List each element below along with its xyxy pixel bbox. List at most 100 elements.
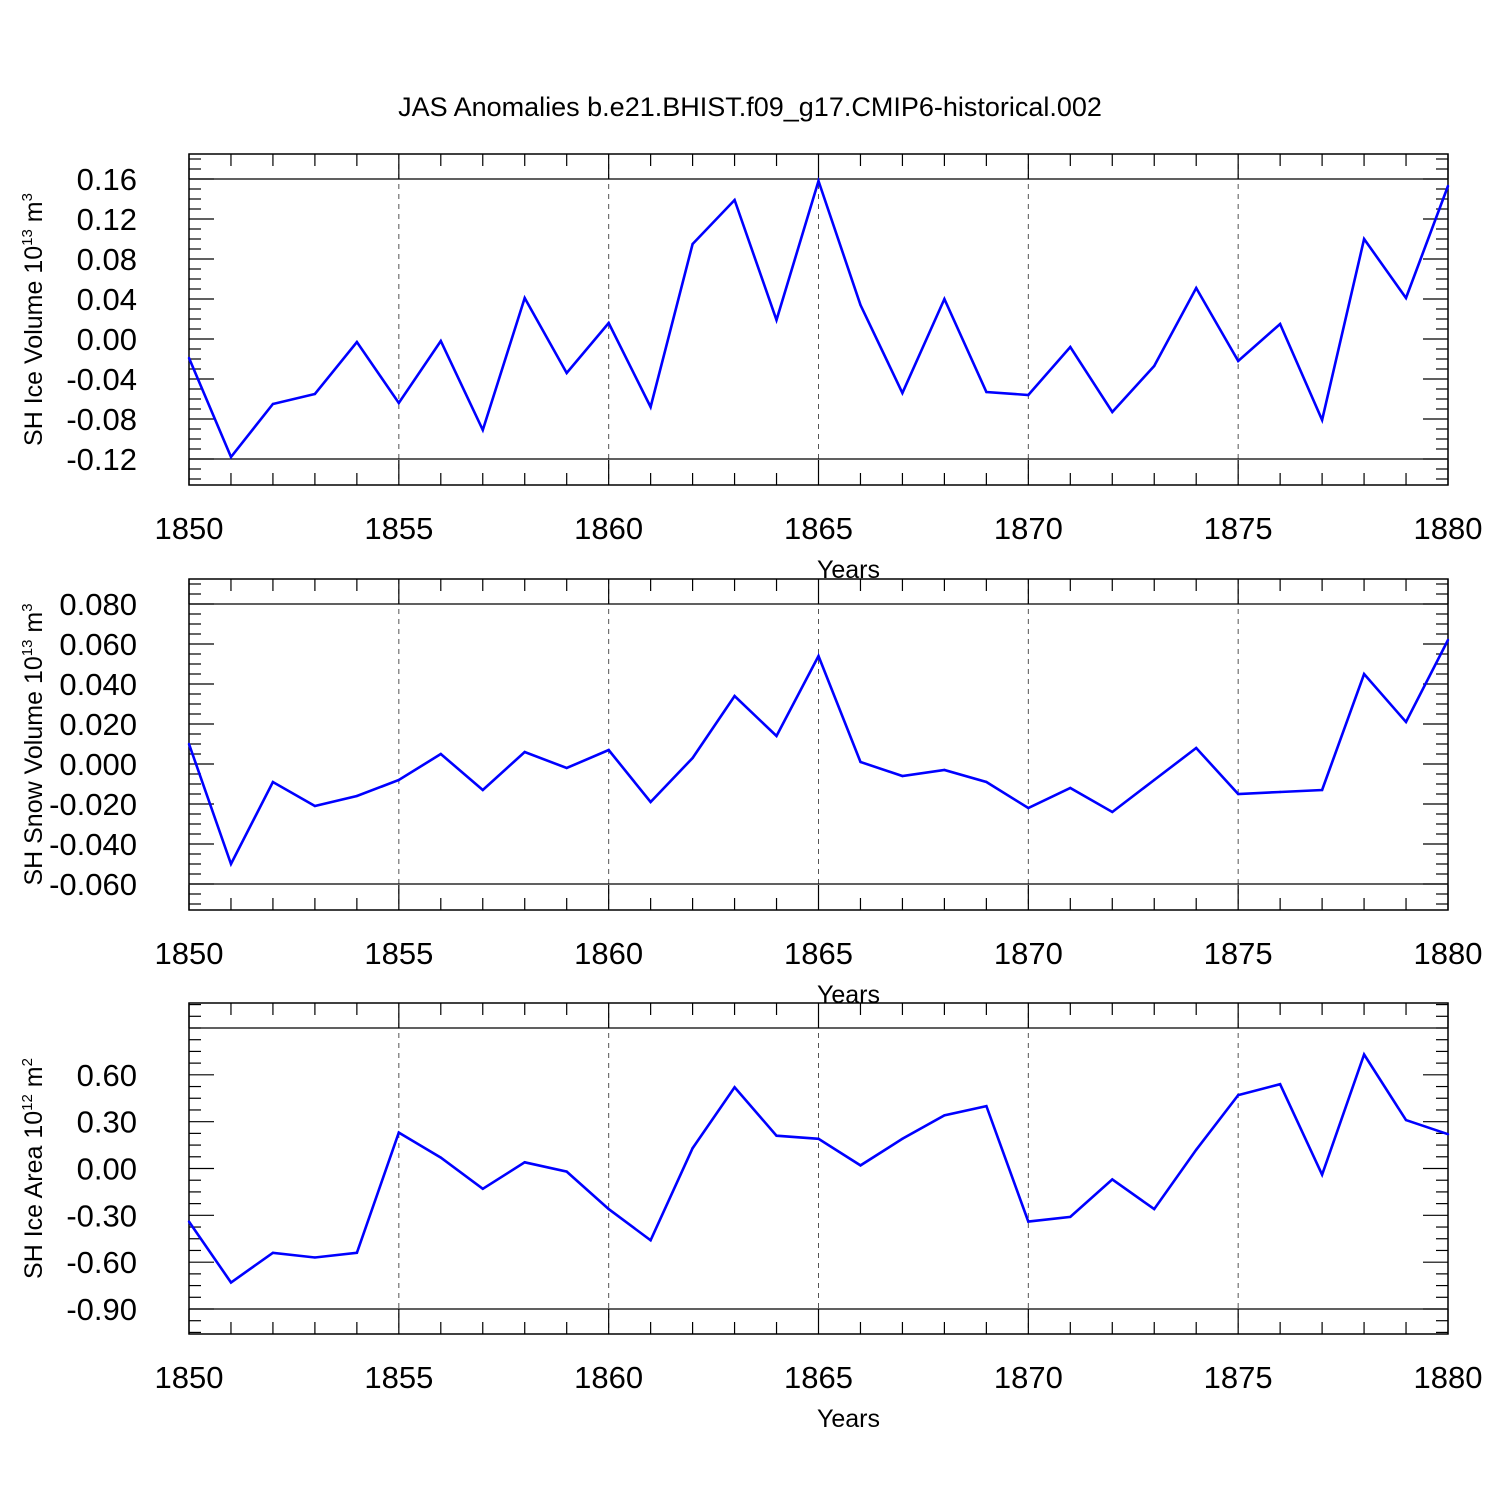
- y-tick-label: 0.060: [59, 627, 137, 662]
- data-point: [523, 750, 526, 754]
- data-point: [1236, 359, 1240, 363]
- data-point: [775, 1134, 778, 1137]
- x-axis-label: Years: [817, 1405, 880, 1433]
- data-point: [817, 179, 820, 183]
- data-point: [1069, 345, 1072, 349]
- y-axis-label-exponent: 12: [19, 1094, 36, 1111]
- data-point: [1446, 184, 1450, 188]
- data-point: [607, 1207, 610, 1211]
- y-axis-label-unit: m: [20, 201, 48, 229]
- data-point: [271, 780, 275, 784]
- data-point: [1404, 720, 1408, 724]
- data-point: [229, 455, 233, 459]
- data-point: [565, 371, 568, 375]
- x-tick-label: 1855: [364, 936, 433, 971]
- y-tick-label: 0.08: [77, 242, 137, 277]
- data-point: [1362, 237, 1366, 241]
- data-point: [229, 1281, 233, 1284]
- data-point: [1404, 1118, 1408, 1122]
- y-tick-label: -0.60: [66, 1245, 137, 1280]
- x-tick-label: 1870: [994, 936, 1063, 971]
- data-point: [607, 748, 610, 752]
- data-point: [1153, 364, 1156, 368]
- data-point: [1362, 1053, 1366, 1056]
- x-tick-label: 1860: [574, 511, 643, 546]
- data-point: [481, 1187, 484, 1190]
- x-tick-label: 1865: [784, 1360, 853, 1395]
- x-tick-label: 1850: [155, 936, 224, 971]
- y-tick-label: 0.30: [77, 1105, 137, 1140]
- data-point: [1278, 790, 1282, 794]
- x-axis-label: Years: [817, 981, 880, 1009]
- x-tick-label: 1870: [994, 511, 1063, 546]
- data-point: [649, 800, 652, 804]
- data-point: [859, 1164, 862, 1167]
- y-tick-label: -0.020: [49, 787, 137, 822]
- data-point: [1195, 286, 1198, 290]
- data-point: [691, 242, 694, 246]
- y-tick-label: -0.30: [66, 1198, 137, 1233]
- panel-1: -0.12 -0.08 -0.04 0.00 0.04 0.08 0.12 0.16 1850 1…: [19, 153, 1483, 584]
- data-point: [565, 766, 568, 770]
- data-point: [187, 356, 191, 360]
- data-point: [187, 742, 191, 746]
- y-tick-label: -0.08: [66, 402, 137, 437]
- data-point: [1195, 746, 1198, 750]
- x-tick-label: 1865: [784, 511, 853, 546]
- y-tick-label: 0.00: [77, 1152, 137, 1187]
- x-tick-label: 1880: [1414, 511, 1483, 546]
- y-axis-label-text: SH Snow Volume 10: [20, 656, 48, 885]
- y-tick-label: 0.04: [77, 282, 137, 317]
- y-tick-label: 0.080: [59, 587, 137, 622]
- data-point: [439, 752, 442, 756]
- data-point: [313, 1256, 317, 1259]
- data-point: [733, 1086, 736, 1089]
- y-tick-label: -0.90: [66, 1292, 137, 1327]
- data-point: [691, 1147, 694, 1150]
- y-tick-label: 0.00: [77, 322, 137, 357]
- data-point: [943, 297, 946, 301]
- data-point: [649, 1239, 652, 1242]
- y-axis-label-unit-exponent: 3: [19, 603, 36, 611]
- data-point: [901, 774, 904, 778]
- y-tick-label: 0.60: [77, 1058, 137, 1093]
- data-point: [817, 1137, 820, 1141]
- data-point: [733, 198, 736, 202]
- y-axis-label-exponent: 13: [19, 640, 36, 657]
- y-tick-label: -0.04: [66, 362, 137, 397]
- data-point: [1236, 792, 1240, 796]
- y-axis-label-unit: m: [20, 1066, 48, 1094]
- x-tick-label: 1880: [1414, 1360, 1483, 1395]
- data-point: [397, 1131, 401, 1134]
- data-point: [481, 428, 484, 432]
- data-point: [1362, 672, 1366, 676]
- y-axis-label-unit: m: [20, 612, 48, 640]
- y-tick-label: -0.040: [49, 827, 137, 862]
- y-axis-label-unit-exponent: 2: [19, 1058, 36, 1066]
- y-axis-label: SH Snow Volume 1013 m3: [19, 603, 48, 885]
- x-tick-label: 1870: [994, 1360, 1063, 1395]
- data-point: [1320, 418, 1324, 422]
- x-tick-label: 1855: [364, 1360, 433, 1395]
- data-point: [901, 391, 904, 395]
- data-point: [1027, 393, 1030, 397]
- data-point: [1320, 1173, 1324, 1176]
- y-axis-label: SH Ice Volume 1013 m3: [19, 193, 48, 446]
- y-tick-label: -0.060: [49, 867, 137, 902]
- data-point: [565, 1170, 568, 1173]
- x-tick-label: 1875: [1204, 1360, 1273, 1395]
- data-point: [649, 405, 652, 409]
- data-point: [1069, 786, 1072, 790]
- chart-title: JAS Anomalies b.e21.BHIST.f09_g17.CMIP6-…: [398, 92, 1102, 122]
- data-point: [1446, 1132, 1450, 1136]
- data-point: [397, 401, 401, 405]
- y-axis-label-text: SH Ice Area 10: [20, 1111, 48, 1279]
- data-point: [859, 760, 862, 764]
- data-point: [355, 1251, 359, 1255]
- data-point: [1404, 296, 1408, 300]
- x-tick-label: 1860: [574, 936, 643, 971]
- data-point: [313, 804, 317, 808]
- data-point: [859, 303, 862, 307]
- x-axis-label: Years: [817, 556, 880, 584]
- data-point: [1111, 1178, 1114, 1181]
